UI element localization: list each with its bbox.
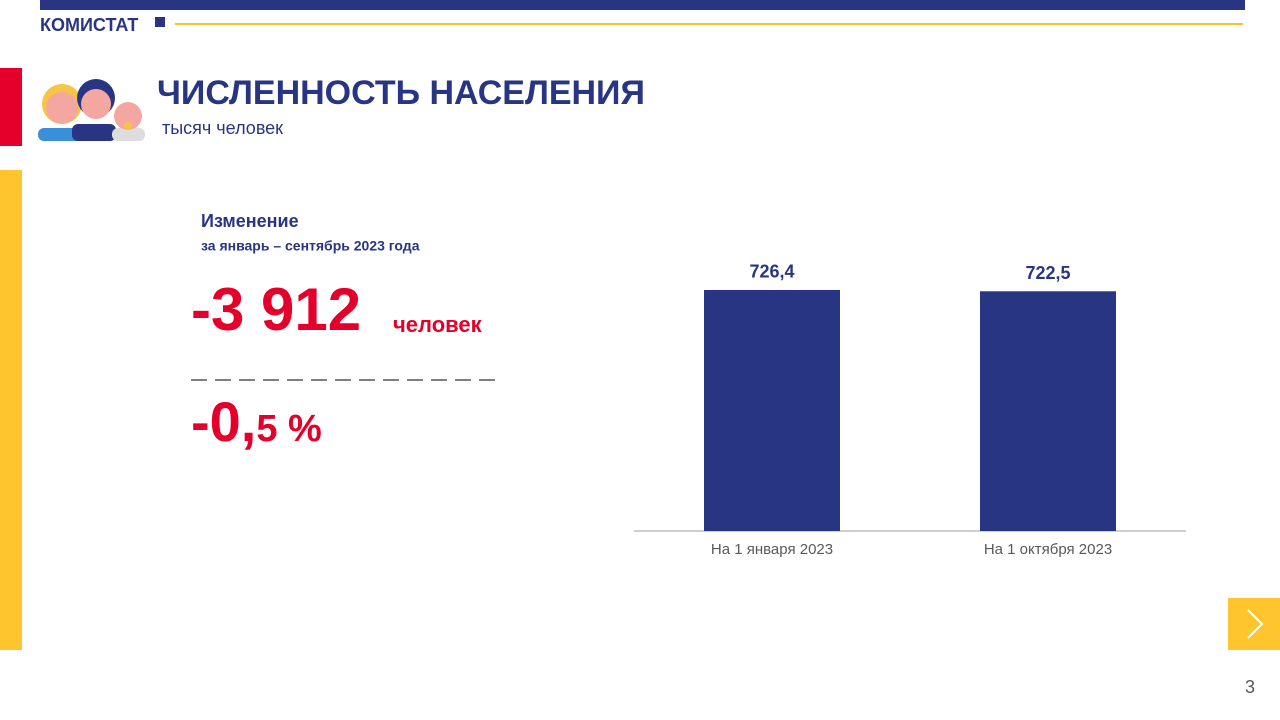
summary-heading: Изменение <box>201 211 299 231</box>
next-button-bg[interactable] <box>1228 598 1280 650</box>
absolute-change: -3 912 <box>191 276 361 343</box>
percent-main: -0, <box>191 390 256 453</box>
next-chevron[interactable] <box>1247 609 1264 639</box>
bar <box>980 291 1116 531</box>
accent-red <box>0 68 22 146</box>
value-label: 726,4 <box>749 262 794 282</box>
next-button[interactable] <box>1228 598 1280 650</box>
value-label: 722,5 <box>1025 263 1070 283</box>
percent-change: -0,5 % <box>191 390 322 453</box>
percent-rest: 5 % <box>256 408 321 450</box>
absolute-unit: человек <box>393 312 483 337</box>
title: ЧИСЛЕННОСТЬ НАСЕЛЕНИЯ <box>157 74 645 112</box>
top-bar <box>40 0 1245 10</box>
family-icon <box>38 79 145 141</box>
page-number: 3 <box>1245 677 1255 697</box>
subtitle: тысяч человек <box>162 118 283 138</box>
x-tick-label: На 1 января 2023 <box>711 541 833 558</box>
bar <box>704 289 840 531</box>
summary-period: за январь – сентябрь 2023 года <box>201 238 420 254</box>
brand-square <box>155 17 165 27</box>
x-tick-label: На 1 октября 2023 <box>984 541 1112 558</box>
brand: КОМИСТАТ <box>40 15 138 35</box>
accent-yellow <box>0 170 22 650</box>
